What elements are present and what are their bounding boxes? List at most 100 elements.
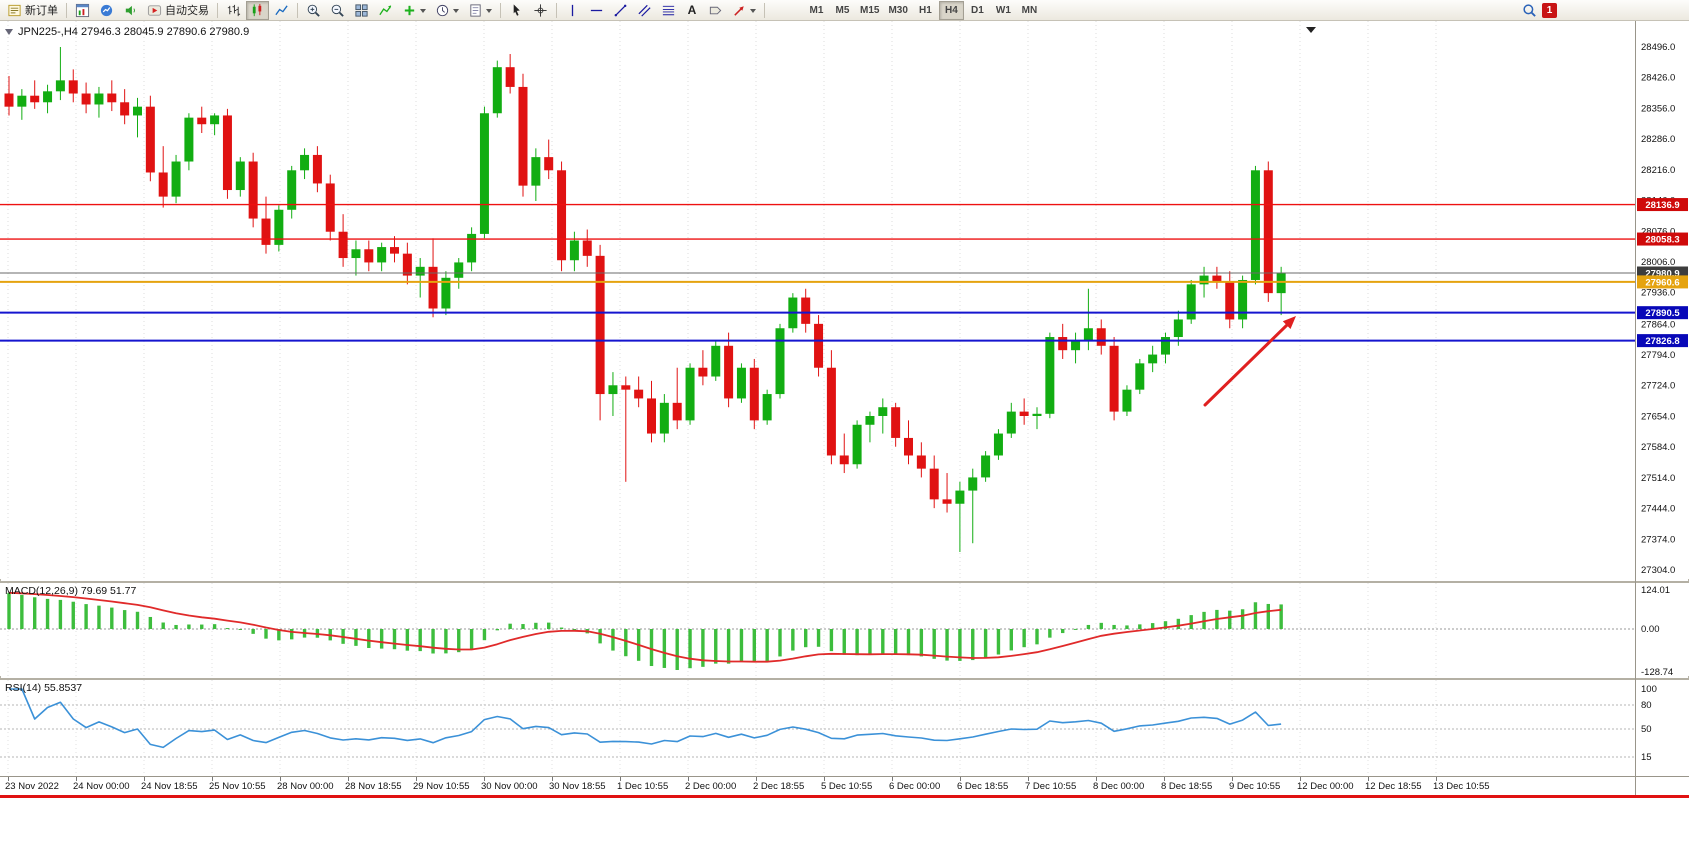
time-axis-label: 8 Dec 00:00 xyxy=(1093,781,1145,792)
market-watch-button[interactable] xyxy=(95,1,118,20)
svg-text:50: 50 xyxy=(1641,724,1652,735)
text-tool-label: A xyxy=(687,3,697,17)
price-chart-canvas[interactable]: 28496.028426.028356.028286.028216.028146… xyxy=(0,21,1689,579)
tile-windows-button[interactable] xyxy=(350,1,373,20)
chart-collapse-icon[interactable] xyxy=(5,29,13,39)
zoom-in-button[interactable] xyxy=(302,1,325,20)
candlestick-chart-icon xyxy=(252,3,262,16)
toolbar-separator xyxy=(217,2,218,18)
trendline-icon xyxy=(614,4,627,16)
notification-badge[interactable]: 1 xyxy=(1542,2,1557,18)
svg-text:27304.0: 27304.0 xyxy=(1641,565,1675,576)
time-axis-label: 5 Dec 10:55 xyxy=(821,781,873,792)
time-axis-tick xyxy=(484,777,485,781)
market-watch-icon xyxy=(100,4,113,16)
text-button[interactable]: A xyxy=(681,1,703,20)
bar-chart-button[interactable] xyxy=(222,1,245,20)
time-axis-tick xyxy=(1028,777,1029,781)
zoom-in-icon xyxy=(307,4,320,17)
timeframe-d1-button[interactable]: D1 xyxy=(965,1,990,20)
auto-trading-button[interactable]: 自动交易 xyxy=(143,1,213,20)
svg-text:0.00: 0.00 xyxy=(1641,624,1660,635)
cursor-icon xyxy=(513,3,520,16)
svg-text:27514.0: 27514.0 xyxy=(1641,473,1675,484)
templates-button[interactable] xyxy=(464,1,496,20)
arrows-tool-button[interactable] xyxy=(728,1,760,20)
clock-icon xyxy=(436,4,449,16)
label-icon xyxy=(709,6,722,14)
time-axis-label: 30 Nov 00:00 xyxy=(481,781,538,792)
text-label-button[interactable] xyxy=(704,1,727,20)
periods-button[interactable] xyxy=(431,1,463,20)
time-axis-tick xyxy=(824,777,825,781)
dropdown-arrow-icon xyxy=(420,8,426,16)
line-chart-button[interactable] xyxy=(270,1,293,20)
time-axis-tick xyxy=(1300,777,1301,781)
speaker-icon xyxy=(125,5,135,15)
fibonacci-icon xyxy=(662,5,675,15)
trendline-button[interactable] xyxy=(609,1,632,20)
rsi-panel: RSI(14) 55.8537 100 80 50 15 xyxy=(0,678,1689,778)
rsi-chart-canvas[interactable]: 100 80 50 15 xyxy=(0,680,1689,778)
toolbar-separator xyxy=(297,2,298,18)
toolbar-separator xyxy=(500,2,501,18)
macd-label: MACD(12,26,9) 79.69 51.77 xyxy=(5,585,137,597)
dropdown-arrow-icon xyxy=(750,8,756,16)
horizontal-line-button[interactable] xyxy=(585,1,608,20)
timeframe-m30-button[interactable]: M30 xyxy=(884,1,911,20)
tile-windows-icon xyxy=(355,3,368,17)
new-order-button[interactable]: 新订单 xyxy=(3,1,62,20)
timeframe-m1-button[interactable]: M1 xyxy=(804,1,829,20)
timeframe-m15-button[interactable]: M15 xyxy=(856,1,883,20)
time-axis-label: 9 Dec 10:55 xyxy=(1229,781,1281,792)
svg-text:28076.0: 28076.0 xyxy=(1641,226,1675,237)
time-axis-label: 12 Dec 00:00 xyxy=(1297,781,1354,792)
macd-panel: MACD(12,26,9) 79.69 51.77 124.01 0.00 -128… xyxy=(0,581,1689,678)
indicators-list-button[interactable] xyxy=(374,1,397,20)
svg-text:27864.0: 27864.0 xyxy=(1641,319,1675,330)
time-axis-label: 6 Dec 00:00 xyxy=(889,781,941,792)
candlestick-chart-button[interactable] xyxy=(246,0,269,20)
time-axis[interactable]: 23 Nov 2022 24 Nov 00:00 24 Nov 18:55 25 No… xyxy=(0,776,1689,795)
crosshair-button[interactable] xyxy=(529,1,552,20)
add-indicator-button[interactable] xyxy=(398,1,430,20)
time-axis-label: 12 Dec 18:55 xyxy=(1365,781,1422,792)
equidistant-channel-button[interactable] xyxy=(633,1,656,20)
auto-trading-label: 自动交易 xyxy=(165,5,209,17)
time-axis-tick xyxy=(280,777,281,781)
timeframe-h1-button[interactable]: H1 xyxy=(913,1,938,20)
alert-sound-button[interactable] xyxy=(119,1,142,20)
timeframe-h4-button[interactable]: H4 xyxy=(938,0,964,20)
auto-trading-icon xyxy=(147,4,162,16)
svg-text:28136.9: 28136.9 xyxy=(1645,200,1679,211)
timeframe-w1-button[interactable]: W1 xyxy=(991,1,1016,20)
vertical-line-button[interactable] xyxy=(561,1,584,20)
svg-text:28496.0: 28496.0 xyxy=(1641,42,1675,53)
timeframe-mn-button[interactable]: MN xyxy=(1017,1,1042,20)
svg-text:27826.8: 27826.8 xyxy=(1645,336,1679,347)
time-axis-label: 24 Nov 18:55 xyxy=(141,781,198,792)
time-axis-label: 6 Dec 18:55 xyxy=(957,781,1009,792)
svg-text:27960.6: 27960.6 xyxy=(1645,277,1679,288)
line-chart-icon xyxy=(275,4,288,15)
time-axis-tick xyxy=(144,777,145,781)
toolbar-separator xyxy=(764,2,765,18)
search-button[interactable] xyxy=(1518,1,1541,20)
svg-text:28216.0: 28216.0 xyxy=(1641,165,1675,176)
svg-text:124.01: 124.01 xyxy=(1641,585,1670,596)
svg-text:28058.3: 28058.3 xyxy=(1645,235,1679,246)
timeframe-toolbar: M1 M5 M15 M30 H1 H4 D1 W1 MN xyxy=(804,0,1042,20)
cursor-button[interactable] xyxy=(505,1,528,20)
time-axis-label: 28 Nov 00:00 xyxy=(277,781,334,792)
time-axis-label: 2 Dec 00:00 xyxy=(685,781,737,792)
search-icon xyxy=(1523,3,1536,17)
new-chart-button[interactable] xyxy=(71,1,94,20)
fibonacci-button[interactable] xyxy=(657,1,680,20)
svg-text:80: 80 xyxy=(1641,700,1652,711)
zoom-out-button[interactable] xyxy=(326,1,349,20)
timeframe-m5-button[interactable]: M5 xyxy=(830,1,855,20)
macd-chart-canvas[interactable]: 124.01 0.00 -128.74 xyxy=(0,583,1689,678)
svg-text:28006.0: 28006.0 xyxy=(1641,257,1675,268)
time-axis-tick xyxy=(892,777,893,781)
time-axis-label: 24 Nov 00:00 xyxy=(73,781,130,792)
